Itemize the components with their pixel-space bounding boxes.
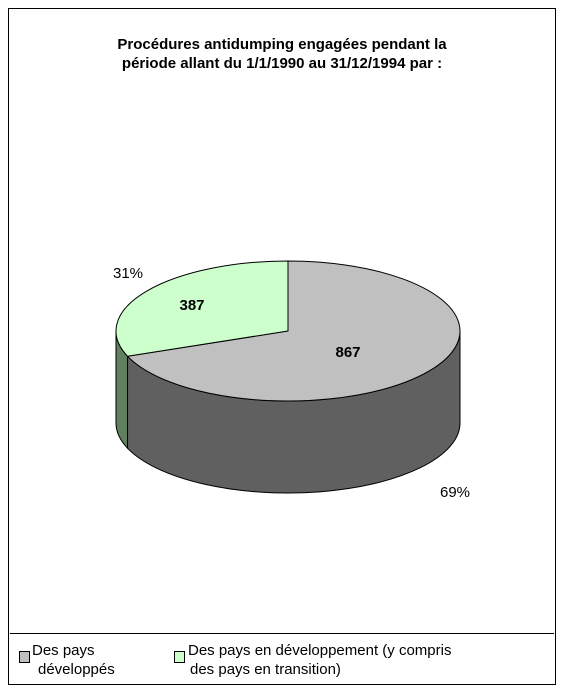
legend-label-developing-line1: Des pays en développement (y compris	[188, 642, 452, 659]
legend-swatch-developed	[19, 651, 30, 663]
legend-label-developed-line1: Des pays	[32, 642, 95, 659]
slice-value-label-developed: 867	[335, 344, 360, 361]
pie-layer	[115, 260, 461, 494]
legend	[10, 633, 554, 685]
slice-top-developing	[115, 260, 289, 357]
chart-title-line1: Procédures antidumping engagées pendant …	[117, 36, 447, 53]
slice-top-developed	[126, 260, 461, 402]
slice-percent-label-developing: 31%	[113, 265, 143, 282]
legend-label-developing-line2: des pays en transition)	[190, 661, 341, 678]
legend-swatch-developing	[174, 651, 185, 663]
legend-label-developed-line2: développés	[38, 661, 115, 678]
chart-title-line2: période allant du 1/1/1990 au 31/12/1994…	[121, 55, 443, 72]
slice-value-label-developing: 387	[179, 297, 204, 314]
slice-percent-label-developed: 69%	[440, 484, 470, 501]
